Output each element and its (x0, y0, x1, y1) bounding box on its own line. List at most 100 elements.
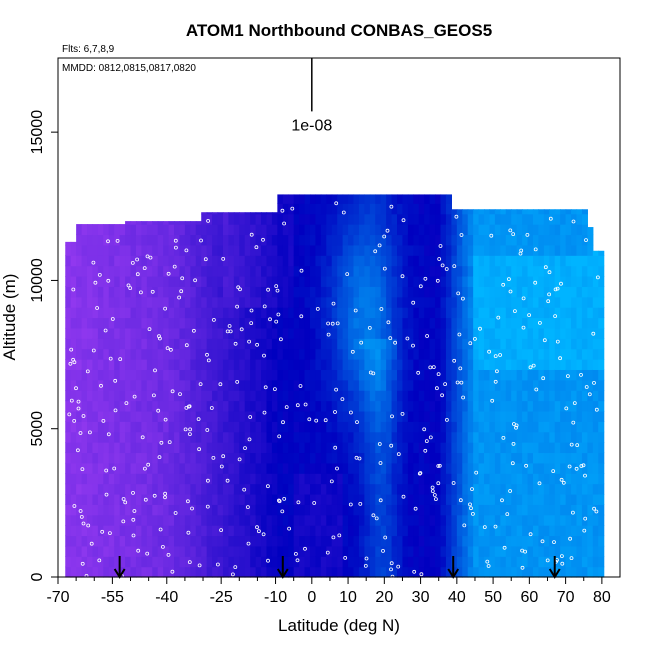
heatmap-cell (467, 410, 474, 422)
heatmap-cell (184, 504, 191, 516)
heatmap-cell (97, 255, 104, 267)
heatmap-cell (424, 525, 431, 537)
heatmap-cell (440, 514, 447, 526)
x-tick-label: -40 (155, 589, 178, 606)
heatmap-cell (222, 224, 230, 236)
heatmap-cell (494, 452, 501, 464)
heatmap-cell (250, 535, 257, 547)
heatmap-cell (119, 234, 126, 246)
heatmap-cell (445, 244, 452, 256)
heatmap-cell (76, 255, 83, 267)
heatmap-cell (309, 317, 317, 329)
heatmap-cell (456, 525, 463, 537)
heatmap-cell (418, 400, 425, 412)
heatmap-cell (549, 286, 556, 298)
heatmap-cell (168, 369, 175, 381)
heatmap-cell (391, 234, 398, 246)
sample-point (276, 312, 281, 317)
heatmap-cell (179, 234, 186, 246)
heatmap-cell (228, 275, 235, 287)
heatmap-cell (348, 483, 355, 495)
heatmap-cell (271, 431, 278, 443)
heatmap-cell (424, 545, 431, 557)
heatmap-cell (516, 431, 523, 443)
sample-point (295, 403, 300, 408)
heatmap-cell (179, 431, 186, 443)
heatmap-cell (565, 265, 572, 277)
sample-point (104, 492, 109, 497)
sample-point (186, 530, 191, 535)
heatmap-cell (348, 255, 355, 267)
heatmap-cell (266, 545, 273, 557)
heatmap-cell (125, 390, 132, 402)
heatmap-cell (141, 390, 148, 402)
heatmap-cell (233, 359, 240, 370)
heatmap-cell (320, 275, 327, 287)
heatmap-cell (554, 390, 561, 402)
heatmap-cell (119, 275, 126, 287)
sample-point (419, 572, 424, 577)
heatmap-cell (255, 431, 262, 443)
heatmap-cell (418, 462, 425, 474)
sample-point (363, 564, 368, 568)
sample-point (146, 462, 151, 467)
heatmap-cell (70, 452, 77, 464)
heatmap-cell (358, 379, 365, 391)
heatmap-cell (581, 452, 588, 464)
heatmap-cell (364, 379, 371, 391)
heatmap-cell (467, 209, 474, 215)
heatmap-cell (65, 545, 72, 557)
heatmap-cell (103, 525, 110, 537)
sample-point (400, 274, 405, 279)
x-axis-label: Latitude (deg N) (278, 616, 400, 635)
heatmap-cell (380, 566, 387, 578)
heatmap-cell (119, 307, 126, 319)
heatmap-cell (212, 265, 219, 277)
heatmap-cell (456, 442, 463, 454)
heatmap-cell (467, 307, 474, 319)
heatmap-cell (304, 514, 311, 526)
heatmap-cell (494, 359, 501, 370)
heatmap-cell (587, 410, 594, 422)
heatmap-cell (244, 265, 251, 277)
heatmap-cell (397, 296, 404, 308)
heatmap-cell (288, 400, 295, 412)
heatmap-cell (429, 265, 436, 277)
heatmap-cell (65, 473, 72, 485)
heatmap-cell (407, 244, 414, 256)
heatmap-cell (560, 209, 567, 215)
heatmap-cell (212, 431, 219, 443)
heatmap-cell (358, 545, 365, 557)
heatmap-cell (348, 265, 355, 277)
heatmap-cell (478, 483, 485, 495)
sample-point (156, 408, 161, 413)
heatmap-cell (516, 442, 523, 454)
heatmap-cell (315, 275, 322, 287)
sample-point (528, 365, 533, 370)
heatmap-cell (369, 348, 376, 360)
heatmap-cell (592, 566, 599, 578)
heatmap-cell (494, 255, 501, 267)
sample-point (284, 405, 289, 410)
sample-point (277, 434, 282, 439)
heatmap-cell (554, 369, 561, 381)
heatmap-cell (108, 556, 115, 568)
heatmap-cell (527, 535, 534, 547)
heatmap-cell (462, 431, 469, 443)
heatmap-cell (146, 400, 153, 412)
heatmap-cell (532, 545, 540, 557)
heatmap-cell (598, 338, 605, 350)
heatmap-cell (135, 221, 142, 225)
heatmap-cell (478, 359, 485, 370)
heatmap-cell (217, 431, 224, 443)
flights-note: Flts: 6,7,8,9 (62, 44, 115, 55)
heatmap-cell (239, 359, 246, 370)
heatmap-cell (293, 286, 300, 298)
x-tick-label: 0 (307, 589, 316, 606)
heatmap-cell (342, 473, 349, 485)
heatmap-cell (239, 379, 246, 391)
heatmap-cell (516, 504, 523, 516)
heatmap-cell (489, 462, 496, 474)
heatmap-cell (516, 234, 523, 246)
